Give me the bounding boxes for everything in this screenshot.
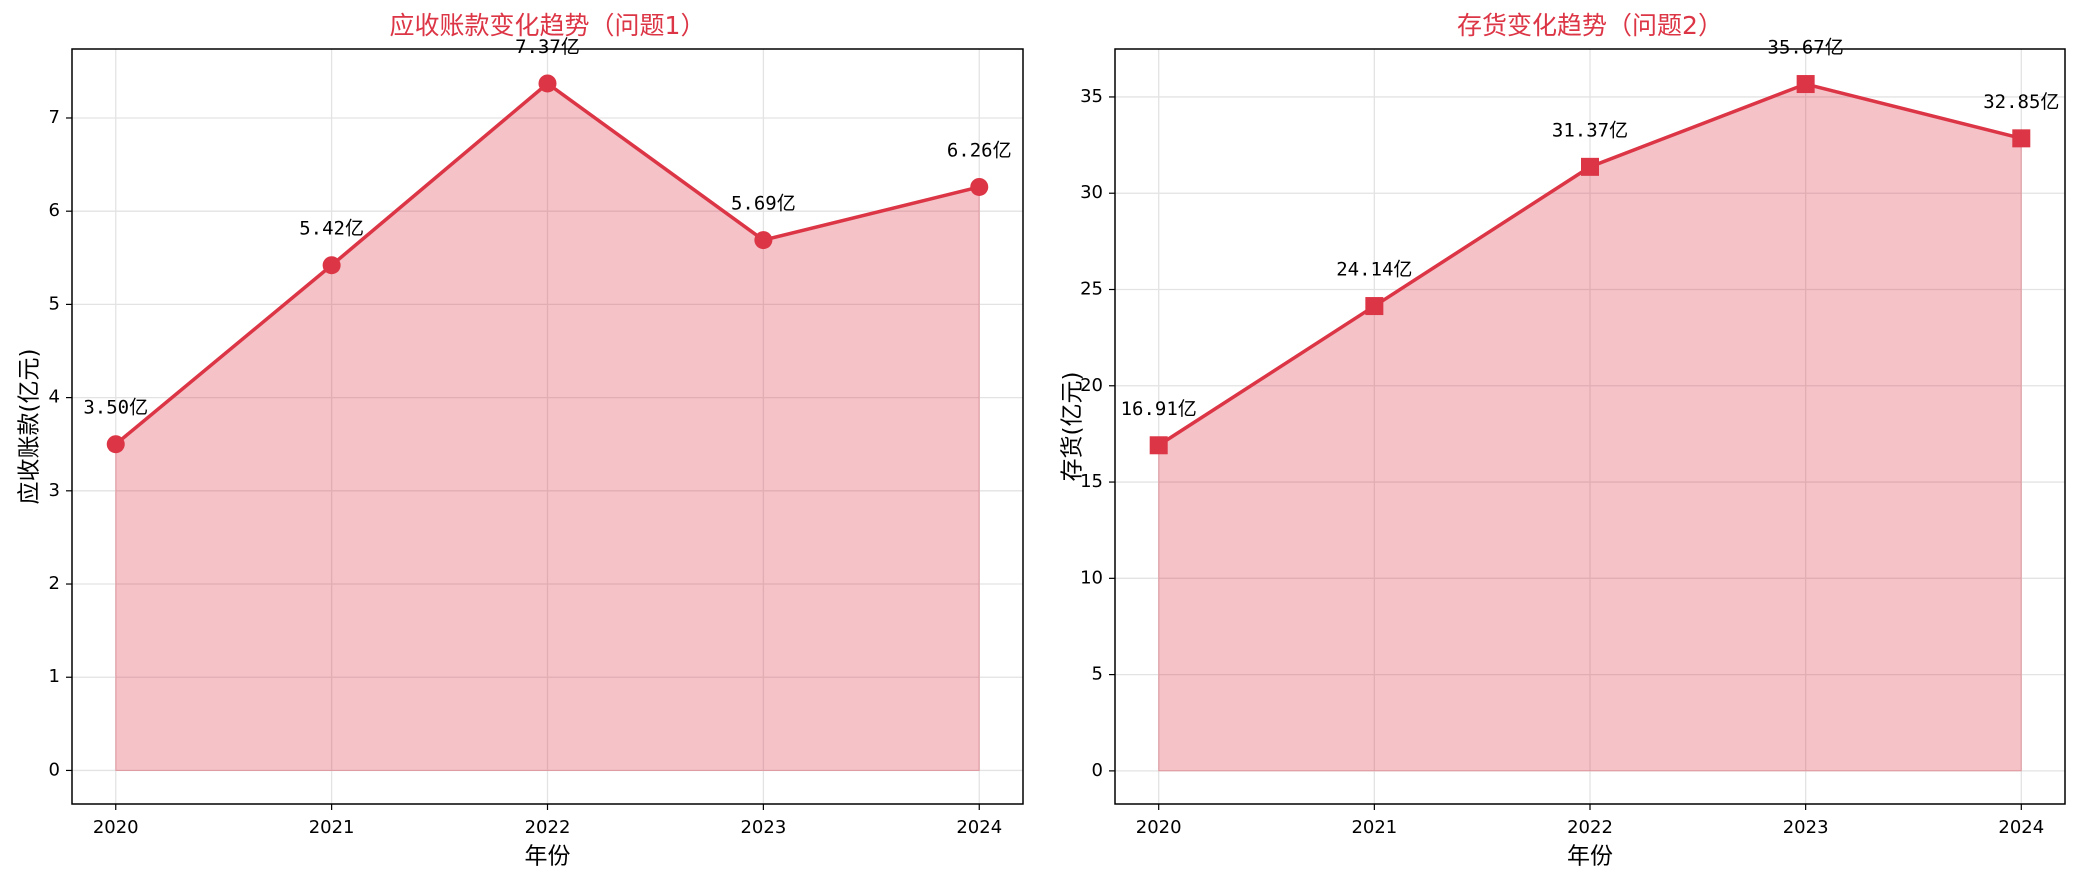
value-label: 3.50亿 [83, 397, 148, 419]
chart: 051015202530352020202120222023202416.91亿… [1060, 11, 2066, 870]
chart-title: 存货变化趋势（问题2） [1457, 11, 1723, 40]
y-tick-label: 2 [49, 573, 60, 594]
y-tick-label: 0 [1092, 760, 1103, 781]
marker [754, 231, 772, 249]
marker [1797, 75, 1815, 93]
y-tick-label: 6 [49, 200, 60, 221]
value-label: 6.26亿 [947, 139, 1012, 161]
marker [107, 435, 125, 453]
area [1159, 84, 2022, 771]
y-axis-label: 应收账款(亿元) [17, 349, 43, 505]
y-tick-label: 7 [49, 107, 60, 128]
x-tick-label: 2021 [309, 817, 355, 838]
chart: 01234567202020212022202320243.50亿5.42亿7.… [17, 11, 1024, 870]
x-tick-label: 2022 [1567, 817, 1613, 838]
x-tick-label: 2020 [93, 817, 139, 838]
y-tick-label: 3 [49, 480, 60, 501]
x-tick-label: 2023 [1783, 817, 1829, 838]
marker [1365, 297, 1383, 315]
y-axis-label: 存货(亿元) [1060, 372, 1086, 482]
value-label: 16.91亿 [1121, 398, 1197, 420]
value-label: 31.37亿 [1552, 119, 1628, 141]
marker [539, 74, 557, 92]
value-label: 35.67亿 [1768, 37, 1844, 59]
value-label: 5.42亿 [299, 218, 364, 240]
x-tick-label: 2024 [956, 817, 1002, 838]
y-tick-label: 10 [1080, 567, 1103, 588]
y-tick-label: 0 [49, 759, 60, 780]
y-tick-label: 5 [1092, 664, 1103, 685]
value-label: 5.69亿 [731, 193, 796, 215]
chart-title: 应收账款变化趋势（问题1） [390, 11, 706, 40]
x-tick-label: 2020 [1136, 817, 1182, 838]
value-label: 24.14亿 [1336, 259, 1412, 281]
y-tick-label: 30 [1080, 182, 1103, 203]
marker [970, 178, 988, 196]
value-label: 32.85亿 [1983, 91, 2059, 113]
x-tick-label: 2021 [1351, 817, 1397, 838]
x-axis-label: 年份 [525, 844, 571, 870]
area [116, 83, 980, 770]
marker [2012, 129, 2030, 147]
x-axis-label: 年份 [1567, 844, 1613, 870]
x-tick-label: 2022 [525, 817, 571, 838]
marker [1581, 158, 1599, 176]
y-tick-label: 1 [49, 666, 60, 687]
y-tick-label: 35 [1080, 86, 1103, 107]
marker [1150, 436, 1168, 454]
x-tick-label: 2024 [1998, 817, 2044, 838]
y-tick-label: 5 [49, 293, 60, 314]
y-tick-label: 25 [1080, 278, 1103, 299]
x-tick-label: 2023 [740, 817, 786, 838]
y-tick-label: 4 [49, 387, 60, 408]
marker [323, 256, 341, 274]
